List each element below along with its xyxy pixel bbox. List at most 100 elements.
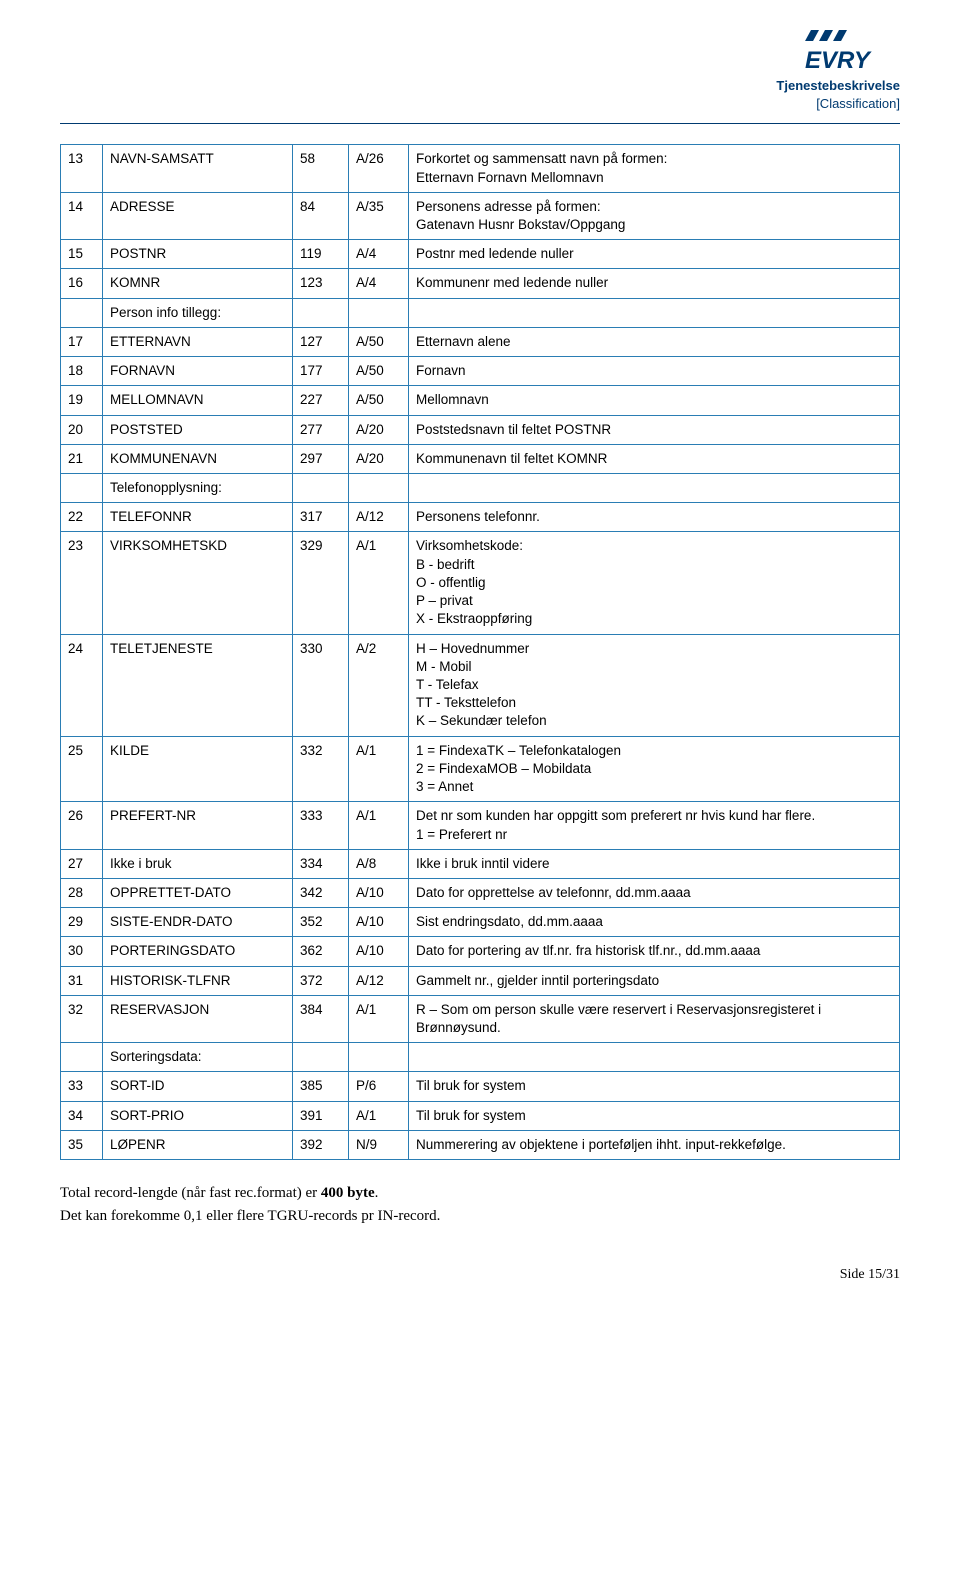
table-cell: 26: [61, 802, 103, 849]
table-cell: 21: [61, 444, 103, 473]
table-row: 31HISTORISK-TLFNR372A/12Gammelt nr., gje…: [61, 966, 900, 995]
table-cell: 127: [293, 327, 349, 356]
table-cell: 119: [293, 240, 349, 269]
table-cell: [349, 1043, 409, 1072]
table-cell: 329: [293, 532, 349, 634]
table-cell: 34: [61, 1101, 103, 1130]
table-cell: Personens adresse på formen:Gatenavn Hus…: [409, 192, 900, 239]
table-cell: A/4: [349, 269, 409, 298]
footer-line1-bold: 400 byte: [321, 1185, 375, 1201]
table-cell: 330: [293, 634, 349, 736]
table-cell: A/1: [349, 995, 409, 1042]
table-cell: SORT-ID: [103, 1072, 293, 1101]
table-cell: A/2: [349, 634, 409, 736]
table-cell: A/10: [349, 908, 409, 937]
table-cell: RESERVASJON: [103, 995, 293, 1042]
table-cell: TELEFONNR: [103, 503, 293, 532]
table-row: 35LØPENR392N/9Nummerering av objektene i…: [61, 1130, 900, 1159]
table-cell: [293, 474, 349, 503]
header-sub-brand: Tjenestebeskrivelse [Classification]: [60, 77, 900, 113]
footer-line2: Det kan forekomme 0,1 eller flere TGRU-r…: [60, 1208, 440, 1224]
table-row: 33SORT-ID385P/6Til bruk for system: [61, 1072, 900, 1101]
table-row: 30PORTERINGSDATO362A/10Dato for porterin…: [61, 937, 900, 966]
table-cell: LØPENR: [103, 1130, 293, 1159]
table-row: 26PREFERT-NR333A/1Det nr som kunden har …: [61, 802, 900, 849]
header-rule: [60, 123, 900, 124]
table-cell: 35: [61, 1130, 103, 1159]
table-cell: Til bruk for system: [409, 1072, 900, 1101]
table-cell: A/1: [349, 1101, 409, 1130]
table-cell: 20: [61, 415, 103, 444]
table-cell: Det nr som kunden har oppgitt som prefer…: [409, 802, 900, 849]
table-row: 21KOMMUNENAVN297A/20Kommunenavn til felt…: [61, 444, 900, 473]
table-cell: 334: [293, 849, 349, 878]
table-cell: [293, 1043, 349, 1072]
table-cell: A/10: [349, 878, 409, 907]
table-cell: Kommunenr med ledende nuller: [409, 269, 900, 298]
table-cell: A/10: [349, 937, 409, 966]
table-row: 25KILDE332A/11 = FindexaTK – Telefonkata…: [61, 736, 900, 802]
classification-label: [Classification]: [60, 95, 900, 113]
table-cell: [61, 298, 103, 327]
table-cell: N/9: [349, 1130, 409, 1159]
table-cell: Etternavn alene: [409, 327, 900, 356]
table-cell: [293, 298, 349, 327]
table-cell: [409, 1043, 900, 1072]
table-cell: HISTORISK-TLFNR: [103, 966, 293, 995]
service-description-label: Tjenestebeskrivelse: [60, 77, 900, 95]
table-cell: Mellomnavn: [409, 386, 900, 415]
table-cell: KILDE: [103, 736, 293, 802]
table-cell: 362: [293, 937, 349, 966]
table-cell: 332: [293, 736, 349, 802]
table-cell: SORT-PRIO: [103, 1101, 293, 1130]
table-cell: A/26: [349, 145, 409, 192]
table-cell: Nummerering av objektene i porteføljen i…: [409, 1130, 900, 1159]
table-cell: FORNAVN: [103, 357, 293, 386]
table-cell: Ikke i bruk inntil videre: [409, 849, 900, 878]
table-row: 14ADRESSE84A/35Personens adresse på form…: [61, 192, 900, 239]
footer-text: Total record-lengde (når fast rec.format…: [60, 1182, 900, 1227]
table-cell: 317: [293, 503, 349, 532]
table-row: 20POSTSTED277A/20Poststedsnavn til felte…: [61, 415, 900, 444]
table-cell: ETTERNAVN: [103, 327, 293, 356]
table-cell: A/1: [349, 532, 409, 634]
table-cell: Poststedsnavn til feltet POSTNR: [409, 415, 900, 444]
table-cell: 16: [61, 269, 103, 298]
table-cell: Ikke i bruk: [103, 849, 293, 878]
table-row: 13NAVN-SAMSATT58A/26Forkortet og sammens…: [61, 145, 900, 192]
table-cell: Gammelt nr., gjelder inntil porteringsda…: [409, 966, 900, 995]
table-cell: 25: [61, 736, 103, 802]
table-row: 19MELLOMNAVN227A/50Mellomnavn: [61, 386, 900, 415]
table-cell: 23: [61, 532, 103, 634]
table-cell: R – Som om person skulle være reservert …: [409, 995, 900, 1042]
table-cell: 19: [61, 386, 103, 415]
page-number: Side 15/31: [60, 1267, 900, 1283]
table-cell: 29: [61, 908, 103, 937]
table-cell: TELETJENESTE: [103, 634, 293, 736]
table-cell: 123: [293, 269, 349, 298]
table-cell: 342: [293, 878, 349, 907]
table-row: 23VIRKSOMHETSKD329A/1Virksomhetskode:B -…: [61, 532, 900, 634]
table-cell: Sorteringsdata:: [103, 1043, 293, 1072]
table-cell: OPPRETTET-DATO: [103, 878, 293, 907]
table-cell: Virksomhetskode:B - bedriftO - offentlig…: [409, 532, 900, 634]
table-cell: 28: [61, 878, 103, 907]
table-row: 16KOMNR123A/4Kommunenr med ledende nulle…: [61, 269, 900, 298]
table-cell: 31: [61, 966, 103, 995]
table-cell: Postnr med ledende nuller: [409, 240, 900, 269]
table-cell: A/50: [349, 386, 409, 415]
table-cell: 277: [293, 415, 349, 444]
table-cell: NAVN-SAMSATT: [103, 145, 293, 192]
table-cell: 15: [61, 240, 103, 269]
field-definition-table: 13NAVN-SAMSATT58A/26Forkortet og sammens…: [60, 144, 900, 1160]
table-row: 24TELETJENESTE330A/2H – HovednummerM - M…: [61, 634, 900, 736]
table-cell: Personens telefonnr.: [409, 503, 900, 532]
table-cell: PORTERINGSDATO: [103, 937, 293, 966]
table-cell: 17: [61, 327, 103, 356]
table-row: 29SISTE-ENDR-DATO352A/10Sist endringsdat…: [61, 908, 900, 937]
table-cell: Sist endringsdato, dd.mm.aaaa: [409, 908, 900, 937]
table-cell: A/8: [349, 849, 409, 878]
table-row: Sorteringsdata:: [61, 1043, 900, 1072]
table-cell: 22: [61, 503, 103, 532]
table-cell: [61, 474, 103, 503]
